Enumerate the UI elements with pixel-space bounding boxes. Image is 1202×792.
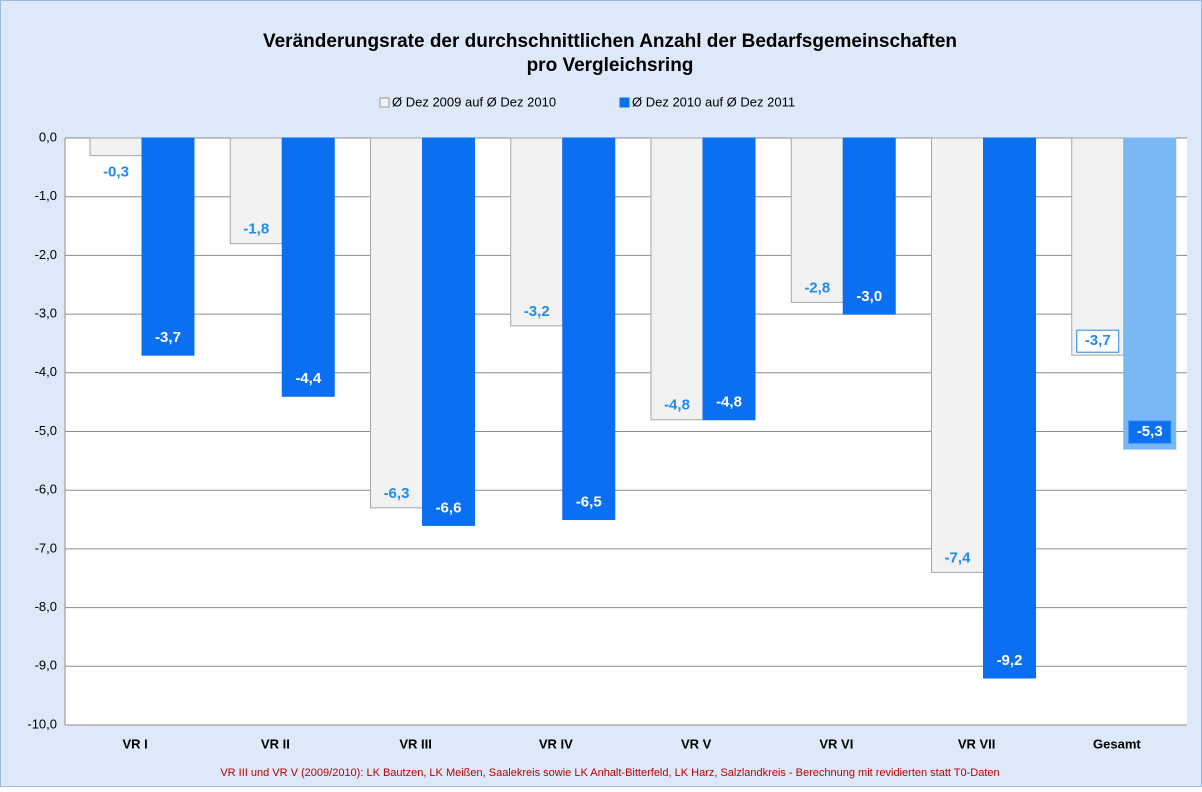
legend-label: Ø Dez 2010 auf Ø Dez 2011 bbox=[632, 94, 795, 109]
x-tick-label: VR IV bbox=[539, 736, 573, 751]
chart-title: Veränderungsrate der durchschnittlichen … bbox=[263, 31, 957, 52]
bar bbox=[790, 137, 844, 303]
bar bbox=[1123, 137, 1177, 450]
y-tick-label: 0,0 bbox=[39, 129, 57, 144]
bar bbox=[1071, 137, 1125, 356]
legend-label: Ø Dez 2009 auf Ø Dez 2010 bbox=[392, 94, 556, 109]
bar bbox=[983, 137, 1036, 679]
bar bbox=[842, 137, 896, 315]
footnote: VR III und VR V (2009/2010): LK Bautzen,… bbox=[220, 767, 999, 779]
chart-subtitle: pro Vergleichsring bbox=[527, 55, 694, 76]
x-tick-label: VR II bbox=[261, 736, 290, 751]
value-label: -9,2 bbox=[997, 652, 1023, 669]
y-tick-label: -7,0 bbox=[35, 540, 57, 555]
bar bbox=[281, 137, 335, 397]
y-tick-label: -6,0 bbox=[35, 482, 57, 497]
value-label: -2,8 bbox=[804, 279, 830, 296]
y-tick-label: -2,0 bbox=[35, 247, 57, 262]
y-tick-label: -9,0 bbox=[35, 658, 57, 673]
legend-swatch bbox=[379, 97, 390, 108]
bar bbox=[650, 137, 704, 421]
bar bbox=[931, 137, 984, 573]
value-label: -3,7 bbox=[1085, 332, 1111, 349]
y-tick-label: -1,0 bbox=[35, 188, 57, 203]
value-label-box bbox=[1128, 420, 1172, 444]
legend-swatch bbox=[619, 97, 630, 108]
x-tick-label: VR VII bbox=[958, 736, 996, 751]
value-label-box bbox=[1076, 329, 1120, 353]
value-label: -0,3 bbox=[103, 164, 129, 181]
x-tick-label: Gesamt bbox=[1093, 736, 1141, 751]
value-label: -4,8 bbox=[664, 397, 690, 414]
value-label: -6,5 bbox=[576, 494, 602, 511]
bar bbox=[370, 137, 423, 509]
y-tick-label: -4,0 bbox=[35, 364, 57, 379]
value-label: -1,8 bbox=[243, 221, 269, 238]
y-tick-label: -8,0 bbox=[35, 599, 57, 614]
y-tick-label: -5,0 bbox=[35, 423, 57, 438]
value-label: -7,4 bbox=[945, 549, 972, 566]
value-label: -3,7 bbox=[155, 329, 181, 346]
value-label: -3,0 bbox=[856, 288, 882, 305]
bar bbox=[141, 137, 195, 356]
x-tick-label: VR III bbox=[399, 736, 432, 751]
value-label: -4,4 bbox=[295, 370, 322, 387]
bar bbox=[562, 137, 616, 521]
value-label: -6,3 bbox=[384, 485, 410, 502]
value-label: -4,8 bbox=[716, 394, 742, 411]
x-tick-label: VR I bbox=[122, 736, 147, 751]
x-tick-label: VR V bbox=[681, 736, 712, 751]
bar bbox=[702, 137, 756, 421]
bar bbox=[89, 137, 143, 157]
bar bbox=[510, 137, 564, 327]
value-label: -3,2 bbox=[524, 303, 550, 320]
value-label: -6,6 bbox=[436, 499, 462, 516]
value-label: -5,3 bbox=[1137, 423, 1163, 440]
bar bbox=[422, 137, 475, 526]
x-tick-label: VR VI bbox=[819, 736, 853, 751]
y-tick-label: -10,0 bbox=[27, 716, 57, 731]
y-tick-label: -3,0 bbox=[35, 306, 57, 321]
